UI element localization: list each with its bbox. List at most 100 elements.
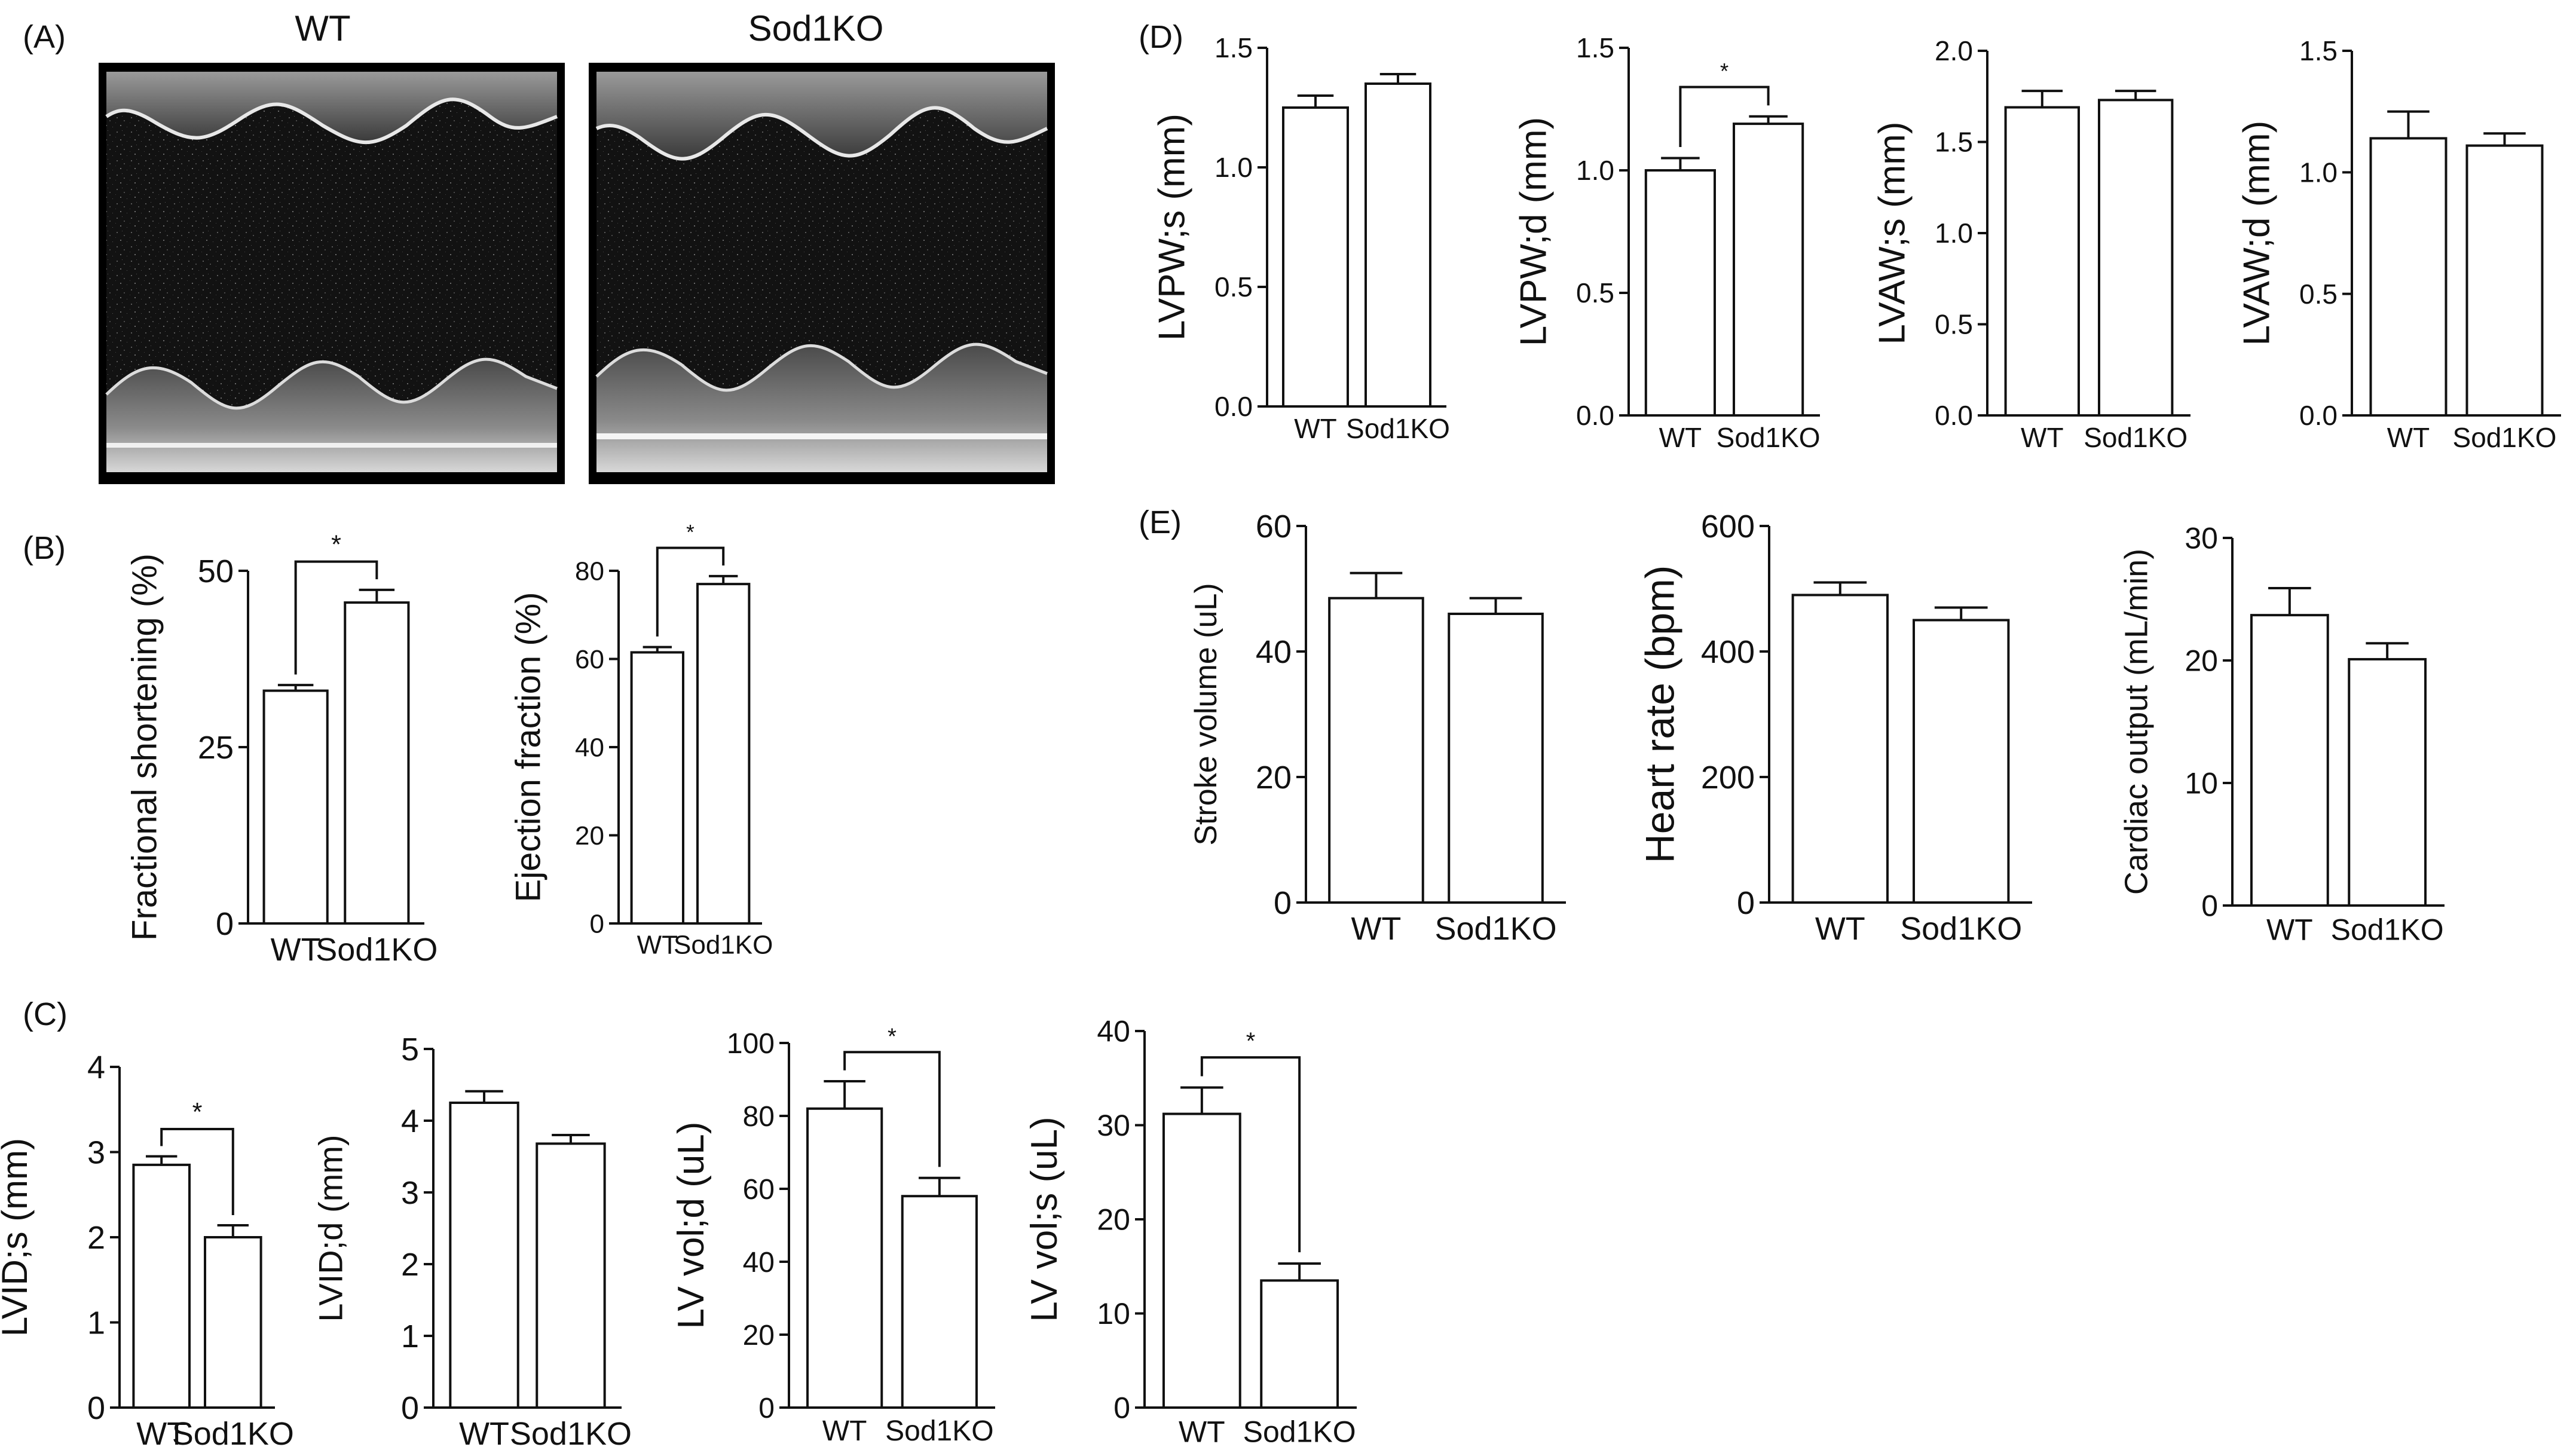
panel-label-d: (D) (1139, 19, 1183, 55)
y-tick-label: 200 (1701, 760, 1755, 796)
chart-d4: 0.0 0.5 1.0 1.5 LVAW;d (mm) WT Sod1KO (2237, 35, 2561, 453)
mmode-image-sod1ko (589, 63, 1055, 484)
y-tick-label: 0.0 (1214, 391, 1253, 422)
y-axis-label: LV vol;d (uL) (671, 1122, 712, 1329)
x-category-label: WT (1659, 422, 1702, 453)
bar (204, 1236, 262, 1409)
bar (630, 651, 684, 925)
y-axis-label: LVID;d (mm) (312, 1134, 350, 1322)
bar (2369, 137, 2447, 417)
bar (1328, 597, 1424, 904)
significance-bracket (294, 560, 378, 675)
x-category-label: WT (2387, 422, 2430, 453)
bar (1913, 619, 2010, 904)
y-tick-label: 0.5 (1576, 277, 1614, 308)
x-category-label: Sod1KO (885, 1415, 993, 1447)
y-tick-label: 0 (216, 906, 234, 942)
y-tick-label: 0 (590, 909, 604, 938)
x-category-label: Sod1KO (1243, 1415, 1356, 1449)
y-tick-label: 1.5 (1214, 32, 1253, 63)
significance-bracket (160, 1128, 234, 1215)
y-tick-label: 0 (1274, 885, 1292, 921)
y-tick-label: 20 (575, 821, 604, 851)
bar (262, 689, 329, 925)
y-tick-label: 1.0 (1935, 218, 1973, 249)
x-category-label: Sod1KO (2084, 422, 2188, 453)
y-tick-label: 1.0 (2299, 157, 2338, 188)
y-tick-label: 60 (743, 1174, 775, 1206)
y-axis-label: Cardiac output (mL/min) (2119, 549, 2155, 895)
bar (901, 1195, 978, 1409)
bar (2250, 614, 2329, 907)
y-tick-label: 4 (401, 1103, 419, 1139)
bar (806, 1107, 883, 1409)
x-category-label: Sod1KO (1346, 413, 1450, 444)
y-axis-label: LV vol;s (uL) (1024, 1117, 1065, 1322)
y-tick-label: 1.5 (1935, 127, 1973, 158)
y-axis-label: Stroke volume (uL) (1189, 583, 1223, 845)
y-tick-label: 30 (1097, 1109, 1130, 1142)
y-tick-label: 2 (87, 1220, 105, 1256)
significance-marker: * (192, 1098, 203, 1127)
chart-d1: 0.0 0.5 1.0 1.5 LVPW;s (mm) WT Sod1KO (1152, 32, 1450, 444)
chart-d3: 0.0 0.5 1.0 1.5 2.0 LVAW;s (mm) WT Sod1KO (1872, 35, 2190, 453)
y-tick-label: 400 (1701, 634, 1755, 670)
x-category-label: Sod1KO (2453, 422, 2557, 453)
y-axis-label: LVPW;d (mm) (1513, 117, 1555, 347)
y-tick-label: 0 (2201, 889, 2218, 923)
chart-d2: 0.0 0.5 1.0 1.5 LVPW;d (mm) WT Sod1KO * (1513, 32, 1821, 453)
x-category-label: WT (1294, 413, 1337, 444)
significance-bracket (843, 1051, 941, 1167)
panel-label-b: (B) (23, 530, 66, 566)
x-category-label: Sod1KO (316, 932, 438, 968)
x-category-label: WT (637, 931, 678, 960)
bar (344, 601, 410, 925)
significance-marker: * (1720, 59, 1728, 84)
y-tick-label: 0.5 (1214, 271, 1253, 302)
significance-marker: * (331, 531, 341, 559)
y-tick-label: 40 (743, 1247, 775, 1278)
bar (1260, 1279, 1339, 1409)
y-tick-label: 60 (575, 645, 604, 674)
y-axis-label: LVPW;s (mm) (1152, 114, 1193, 341)
x-category-label: WT (2266, 913, 2313, 947)
panel-label-c: (C) (23, 996, 68, 1032)
x-category-label: Sod1KO (510, 1416, 632, 1452)
y-tick-label: 2 (401, 1247, 419, 1283)
x-category-label: Sod1KO (1717, 422, 1821, 453)
y-axis-label: Ejection fraction (%) (509, 592, 547, 903)
x-category-label: WT (136, 1416, 186, 1452)
y-tick-label: 40 (575, 733, 604, 762)
panel-label-a: (A) (23, 19, 66, 55)
mmode-title-wt: WT (295, 8, 350, 48)
y-tick-label: 1 (401, 1319, 419, 1354)
y-tick-label: 0.0 (2299, 400, 2338, 431)
y-tick-label: 1.0 (1214, 152, 1253, 183)
significance-marker: * (888, 1023, 897, 1049)
y-tick-label: 80 (575, 556, 604, 586)
x-category-label: Sod1KO (1434, 911, 1556, 947)
y-tick-label: 20 (1256, 760, 1292, 796)
bar (2348, 657, 2427, 907)
panel-label-e: (E) (1139, 504, 1182, 540)
y-axis-label: LVAW;d (mm) (2237, 121, 2278, 346)
y-tick-label: 1 (87, 1305, 105, 1341)
y-tick-label: 25 (198, 730, 234, 766)
mmode-title-sod1ko: Sod1KO (748, 8, 884, 48)
y-tick-label: 100 (727, 1028, 775, 1060)
significance-bracket (1200, 1056, 1301, 1253)
y-tick-label: 0 (401, 1390, 419, 1426)
y-tick-label: 0.5 (1935, 309, 1973, 340)
bar (2004, 106, 2081, 417)
x-category-label: WT (2021, 422, 2064, 453)
x-category-label: Sod1KO (2331, 913, 2444, 947)
y-tick-label: 0.5 (2299, 279, 2338, 310)
y-tick-label: 0 (758, 1393, 775, 1424)
y-tick-label: 40 (1097, 1015, 1130, 1048)
chart-c4: 0 10 20 30 40 LV vol;s (uL) WT Sod1KO * (1024, 1015, 1357, 1449)
y-tick-label: 10 (1097, 1297, 1130, 1330)
x-category-label: WT (1815, 911, 1865, 947)
bar (132, 1163, 191, 1409)
significance-bracket (656, 546, 725, 637)
